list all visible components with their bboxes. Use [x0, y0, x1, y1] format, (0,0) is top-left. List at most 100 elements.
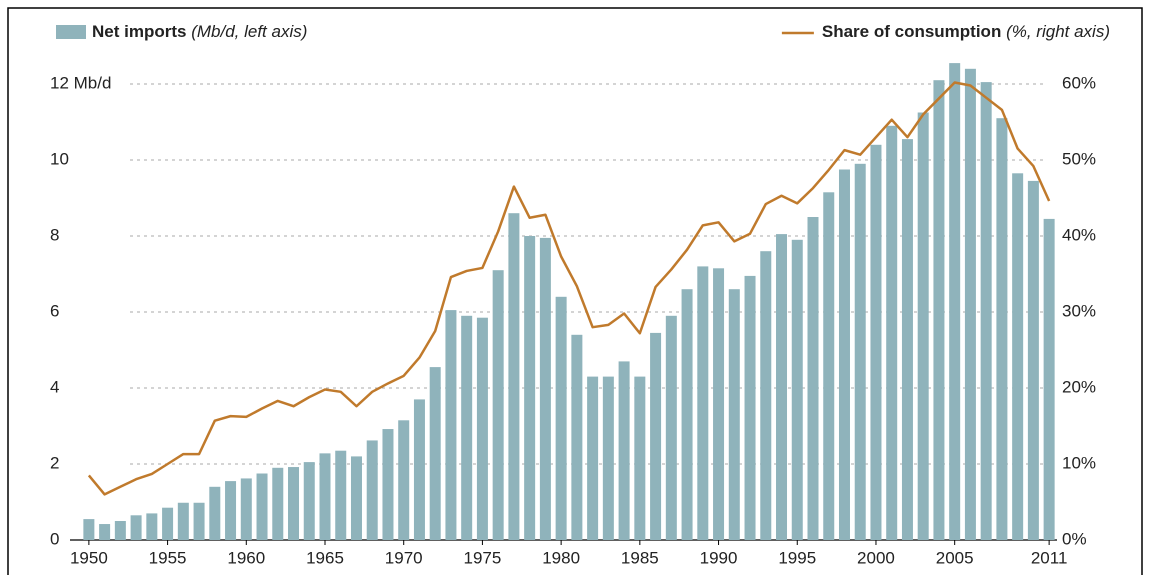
- legend-entry: Share of consumption (%, right axis): [822, 22, 1110, 41]
- legend-unit: (%, right axis): [1006, 22, 1110, 41]
- bar: [146, 513, 158, 540]
- bar: [728, 289, 740, 540]
- y-tick-label: 0: [50, 529, 59, 548]
- y-tick-label: 10: [50, 149, 69, 168]
- bar: [524, 236, 536, 540]
- y2-tick-label: 50%: [1062, 149, 1096, 168]
- bar: [350, 456, 362, 540]
- bar: [964, 68, 976, 541]
- bar: [319, 453, 331, 540]
- bar: [193, 502, 205, 540]
- bar: [697, 266, 709, 540]
- bar: [996, 118, 1008, 540]
- bar: [366, 440, 378, 540]
- legend-name: Net imports: [92, 22, 186, 41]
- bar: [1012, 173, 1024, 541]
- bar: [114, 521, 126, 540]
- bar: [744, 275, 756, 540]
- x-tick-label: 1990: [700, 548, 738, 567]
- bar: [901, 139, 913, 540]
- bar: [870, 144, 882, 541]
- bar: [634, 376, 646, 540]
- bar: [209, 486, 221, 540]
- x-tick-label: 1965: [306, 548, 344, 567]
- bar: [288, 467, 300, 540]
- x-tick-label: 2005: [936, 548, 974, 567]
- bar: [225, 481, 237, 540]
- x-tick-label: 1985: [621, 548, 659, 567]
- bar: [760, 251, 772, 540]
- y2-tick-label: 0%: [1062, 529, 1087, 548]
- bar: [587, 376, 599, 540]
- bar: [272, 467, 284, 540]
- bar: [476, 317, 488, 540]
- bar: [413, 399, 425, 540]
- bar: [854, 163, 866, 541]
- bar: [162, 507, 174, 540]
- bar: [461, 315, 473, 540]
- x-tick-label: 2011: [1031, 548, 1068, 567]
- bar: [130, 515, 142, 540]
- x-tick-label: 1960: [227, 548, 265, 567]
- legend-entry: Net imports (Mb/d, left axis): [92, 22, 307, 41]
- line: [87, 81, 1051, 496]
- x-tick-label: 1980: [542, 548, 580, 567]
- bar: [713, 268, 725, 540]
- legend-unit: (Mb/d, left axis): [191, 22, 307, 41]
- x-tick-label: 1955: [149, 548, 187, 567]
- y-tick-label: 6: [50, 301, 59, 320]
- y2-tick-label: 10%: [1062, 453, 1096, 472]
- bar: [508, 213, 520, 540]
- y-tick-label: 8: [50, 225, 59, 244]
- x-tick-label: 1995: [778, 548, 816, 567]
- y2-tick-label: 60%: [1062, 73, 1096, 92]
- y-tick-label: 12 Mb/d: [50, 73, 111, 92]
- bar: [177, 502, 189, 540]
- bar: [398, 420, 410, 540]
- bar: [83, 519, 95, 540]
- bar: [1043, 218, 1055, 540]
- x-tick-label: 2000: [857, 548, 895, 567]
- bar: [618, 361, 630, 540]
- bar: [980, 82, 992, 540]
- bar: [303, 462, 315, 540]
- bar: [382, 429, 394, 540]
- x-tick-label: 1970: [385, 548, 423, 567]
- bar: [240, 478, 252, 540]
- bar: [335, 450, 347, 540]
- y2-tick-label: 40%: [1062, 225, 1096, 244]
- bar: [917, 112, 929, 540]
- bar: [949, 63, 961, 540]
- y-tick-label: 2: [50, 453, 59, 472]
- bar: [99, 524, 111, 540]
- bar: [665, 315, 677, 540]
- bar: [650, 332, 662, 540]
- y2-tick-label: 20%: [1062, 377, 1096, 396]
- bar: [823, 192, 835, 541]
- x-tick-label: 1975: [464, 548, 502, 567]
- bar: [681, 289, 693, 540]
- bar: [445, 310, 457, 540]
- bar: [602, 376, 614, 540]
- bar: [776, 234, 788, 540]
- bar: [571, 334, 583, 540]
- bar: [838, 169, 850, 540]
- y2-tick-label: 30%: [1062, 301, 1096, 320]
- bar: [886, 125, 898, 541]
- bar: [1027, 180, 1039, 540]
- bar: [539, 237, 551, 540]
- bar: [791, 239, 803, 541]
- bar: [429, 367, 441, 540]
- bar: [256, 473, 268, 540]
- bar: [807, 217, 819, 540]
- y-tick-label: 4: [50, 377, 59, 396]
- frame: [7, 7, 1143, 575]
- bar: [492, 270, 504, 540]
- x-tick-label: 1950: [70, 548, 108, 567]
- legend-name: Share of consumption: [822, 22, 1001, 41]
- bar: [933, 80, 945, 540]
- bar: [555, 296, 567, 540]
- legend-swatch: [56, 25, 86, 39]
